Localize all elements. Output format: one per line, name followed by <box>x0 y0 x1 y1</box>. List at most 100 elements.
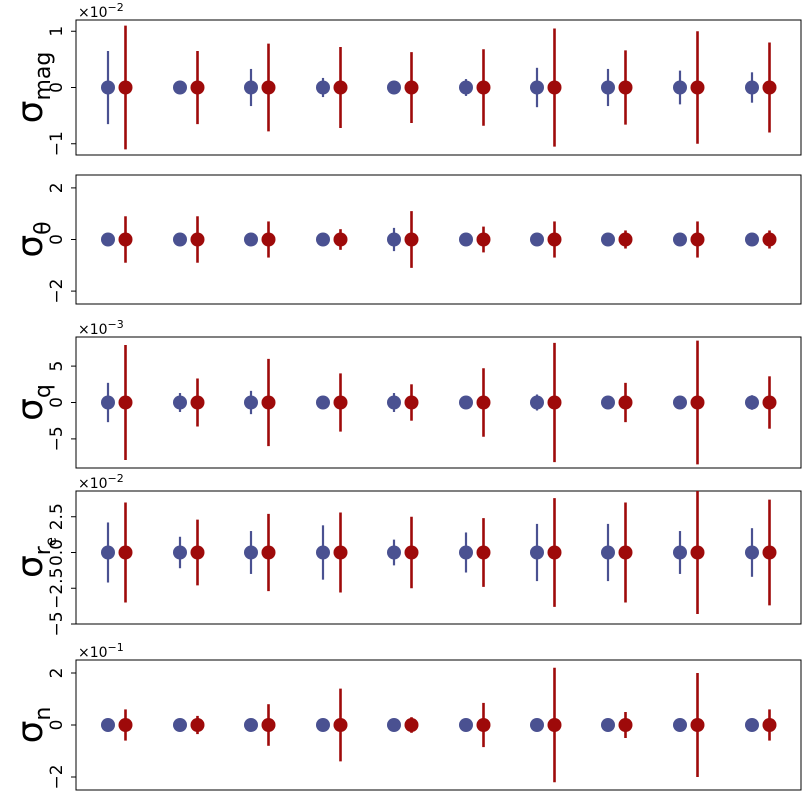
multiplier-exponent: −1 <box>108 641 124 654</box>
data-point <box>618 80 633 95</box>
data-point <box>333 545 348 560</box>
data-point <box>601 395 615 410</box>
data-point <box>244 545 258 560</box>
data-point <box>316 395 330 410</box>
y-label-subscript: θ <box>31 221 56 234</box>
y-tick-label: 1 <box>47 26 67 37</box>
data-point <box>601 80 615 95</box>
y-axis-label: σmag <box>10 52 56 124</box>
multiplier-base: ×10 <box>78 322 108 338</box>
data-point <box>333 80 348 95</box>
y-tick-label: 2.5 <box>47 503 67 530</box>
series-blue <box>101 50 759 125</box>
y-tick-label: −2 <box>47 764 67 789</box>
series-red <box>118 667 777 783</box>
data-point <box>404 545 419 560</box>
multiplier-base: ×10 <box>78 645 108 661</box>
data-point <box>190 80 205 95</box>
data-point <box>762 718 777 732</box>
data-point <box>404 232 419 247</box>
multiplier-exponent: −3 <box>108 318 124 331</box>
y-tick-label: 0 <box>47 397 67 408</box>
series-red <box>118 491 777 614</box>
y-tick-label: 0 <box>47 82 67 93</box>
data-point <box>190 395 205 410</box>
data-point <box>476 545 491 560</box>
data-point <box>387 718 401 732</box>
data-point <box>762 545 777 560</box>
data-point <box>618 718 633 732</box>
data-point <box>333 718 348 732</box>
data-point <box>101 545 115 560</box>
data-point <box>261 395 276 410</box>
y-axis-label: σre <box>10 537 60 578</box>
data-point <box>459 80 473 95</box>
data-point <box>601 718 615 732</box>
data-point <box>476 232 491 247</box>
panel-5: −2 0 2 ×10−1 σn <box>10 641 802 791</box>
data-point <box>244 80 258 95</box>
data-point <box>673 545 687 560</box>
y-tick-label: −1 <box>47 131 67 156</box>
data-point <box>690 395 705 410</box>
data-point <box>118 718 133 732</box>
data-point <box>190 232 205 247</box>
data-point <box>387 232 401 247</box>
data-point <box>459 545 473 560</box>
data-point <box>118 80 133 95</box>
y-label-symbol: σ <box>10 235 51 258</box>
y-tick-label: −2.5 <box>47 568 67 609</box>
series-red <box>118 25 777 150</box>
y-tick-label: 2 <box>47 668 67 679</box>
multiplier-base: ×10 <box>78 476 108 492</box>
panel-3: −5 0 5 ×10−3 σq <box>10 318 802 469</box>
multiplier-exponent: −2 <box>108 1 124 14</box>
offset-multiplier: ×10−2 <box>78 472 124 492</box>
y-tick-label: −2 <box>47 279 67 304</box>
data-point <box>333 395 348 410</box>
data-point <box>547 395 562 410</box>
data-point <box>745 80 759 95</box>
data-point <box>261 232 276 247</box>
data-point <box>530 80 544 95</box>
data-point <box>530 395 544 410</box>
data-point <box>547 718 562 732</box>
y-tick-label: 5 <box>47 361 67 372</box>
y-tick-label: −5 <box>47 611 67 636</box>
series-blue <box>101 382 759 423</box>
y-axis-label: σn <box>10 707 56 744</box>
multiplier-base: ×10 <box>78 5 108 21</box>
data-point <box>476 80 491 95</box>
data-point <box>173 718 187 732</box>
axes-frame <box>75 490 802 625</box>
data-point <box>476 718 491 732</box>
data-point <box>690 718 705 732</box>
offset-multiplier: ×10−3 <box>78 318 124 338</box>
y-label-subscript: n <box>31 707 56 721</box>
data-point <box>673 718 687 732</box>
data-point <box>316 80 330 95</box>
panel-2: −2 0 2 σθ <box>10 174 802 305</box>
data-point <box>601 545 615 560</box>
data-point <box>547 80 562 95</box>
data-point <box>745 545 759 560</box>
y-axis-label: σθ <box>10 221 56 257</box>
y-label-subscript: r <box>31 545 56 555</box>
data-point <box>173 232 187 247</box>
data-point <box>333 232 348 247</box>
panel-4: −5−2.50.0 2.5 ×10−2 σre <box>10 472 802 637</box>
multiplier-exponent: −2 <box>108 472 124 485</box>
data-point <box>459 232 473 247</box>
data-point <box>745 395 759 410</box>
series-blue <box>101 522 759 583</box>
data-point <box>118 545 133 560</box>
data-point <box>316 232 330 247</box>
data-point <box>530 545 544 560</box>
data-point <box>118 395 133 410</box>
y-tick-label: 2 <box>47 182 67 193</box>
data-point <box>690 80 705 95</box>
y-label-symbol: σ <box>10 555 51 578</box>
data-point <box>673 395 687 410</box>
data-point <box>101 80 115 95</box>
data-point <box>387 395 401 410</box>
